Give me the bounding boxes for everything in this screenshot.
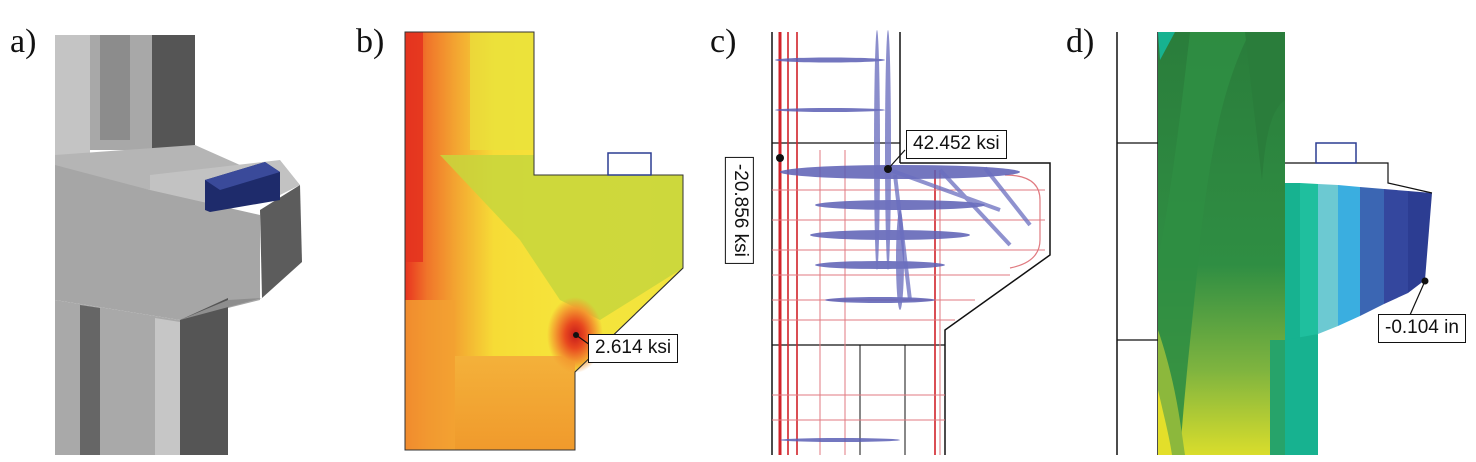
callout-c-compression: -20.856 ksi	[725, 156, 754, 264]
lower-teal	[1285, 334, 1318, 455]
callout-leader-c-top	[887, 149, 906, 170]
panel-c-label: c)	[710, 23, 737, 60]
contour-yellowgreen-zone	[440, 155, 683, 320]
bearing-pad-outline-d	[1315, 142, 1357, 164]
band-teal-2	[1300, 183, 1318, 340]
band-teal-1	[1285, 183, 1300, 340]
corbel-outline	[900, 162, 1051, 455]
rebar-hook	[1004, 174, 1041, 269]
panel-a-label: a)	[10, 23, 37, 60]
column-lower-dark-side	[180, 298, 228, 455]
darkgreen-patch	[1245, 32, 1285, 180]
panel-d-label: d)	[1066, 23, 1095, 60]
callout-c-tension: 42.452 ksi	[906, 130, 1007, 159]
panel-b-label: b)	[356, 23, 385, 60]
column-lower-light-strip	[155, 318, 180, 455]
struts-vertical	[874, 30, 904, 310]
corbel-side-face	[260, 185, 302, 298]
contour-bottom-orange	[455, 356, 575, 450]
callout-d-displacement: -0.104 in	[1378, 314, 1466, 343]
struts-diagonal	[889, 166, 1032, 301]
band-blue-dark	[1384, 189, 1408, 304]
lower-teal-edge	[1270, 340, 1285, 455]
contour-outline	[404, 31, 684, 451]
column-upper-recess	[100, 35, 130, 140]
callout-b-stress: 2.614 ksi	[588, 334, 679, 363]
callout-leader-d	[1409, 280, 1426, 316]
green-band	[1158, 32, 1250, 455]
contour-upper-yellow	[470, 32, 534, 150]
bearing-pad-top	[205, 162, 280, 190]
panel-c-strut-tie	[771, 30, 1051, 455]
band-blue	[1360, 187, 1384, 316]
band-lightblue	[1318, 184, 1338, 334]
band-sky	[1338, 185, 1360, 326]
contour-red-band	[405, 32, 423, 262]
contour-bottom-left-orange	[405, 300, 455, 450]
bearing-pad-outline	[607, 152, 652, 176]
band-navy	[1408, 191, 1432, 293]
callout-point-c-left	[776, 154, 784, 162]
column-upper-dark-side	[152, 35, 195, 160]
column-lower-groove	[80, 305, 100, 455]
callout-point-b	[573, 332, 579, 338]
panel-d-contour	[1116, 32, 1433, 455]
corbel-underside	[180, 298, 262, 320]
rebar-horizontals	[772, 189, 1045, 421]
yellow-band	[1158, 390, 1172, 455]
panel-a-model	[55, 35, 302, 455]
column-upper-face-left	[55, 35, 90, 155]
panel-b-contour	[404, 31, 684, 451]
corner-teal	[1158, 32, 1175, 60]
